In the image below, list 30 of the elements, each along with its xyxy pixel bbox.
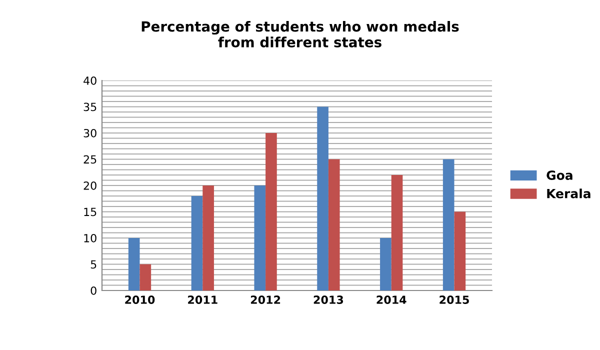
- y-tick-label: 20: [84, 181, 96, 190]
- y-tick-label: 15: [84, 208, 96, 216]
- legend-label: Goa: [546, 170, 572, 180]
- bar: [191, 196, 203, 290]
- chart-title: Percentage of students who won medals from different states: [142, 21, 459, 48]
- y-tick-label: 10: [84, 234, 96, 242]
- y-tick-label: 0: [90, 286, 96, 295]
- bar: [454, 212, 466, 290]
- x-tick-label: 2011: [188, 296, 218, 304]
- bar: [442, 159, 454, 290]
- y-tick-label: 35: [84, 102, 96, 112]
- y-tick-label: 40: [84, 76, 96, 85]
- bar: [140, 264, 152, 290]
- bar: [254, 186, 266, 290]
- y-tick-label: 25: [84, 155, 96, 164]
- bar: [380, 238, 392, 290]
- bar: [317, 106, 328, 290]
- bar: [128, 238, 140, 290]
- x-tick-label: 2014: [376, 296, 406, 304]
- bar: [202, 186, 214, 290]
- x-tick-label: 2012: [250, 296, 280, 304]
- bar: [328, 159, 340, 290]
- x-tick-label: 2015: [440, 296, 469, 304]
- bar: [266, 133, 277, 290]
- x-tick-label: 2010: [125, 296, 155, 304]
- x-tick-label: 2013: [314, 296, 344, 304]
- legend-label: Kerala: [547, 188, 590, 198]
- y-tick-label: 5: [90, 260, 96, 269]
- y-tick-label: 30: [84, 128, 96, 138]
- bar: [391, 175, 403, 290]
